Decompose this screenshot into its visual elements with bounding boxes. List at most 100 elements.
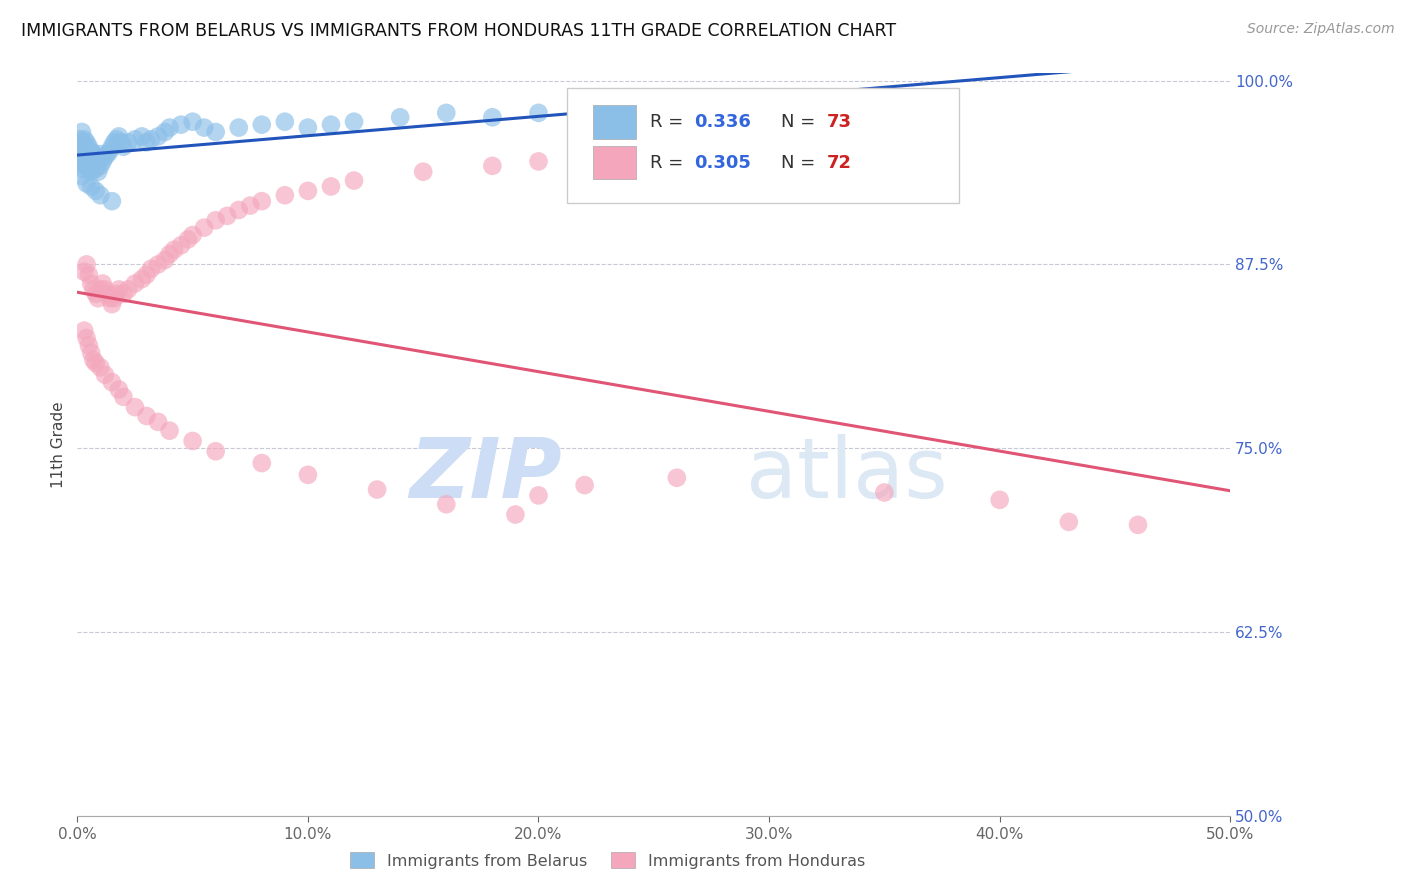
Point <box>163 243 186 257</box>
Text: 0.336: 0.336 <box>695 112 751 131</box>
Text: N =: N = <box>780 112 821 131</box>
Point <box>94 368 117 382</box>
Point <box>80 165 103 179</box>
Point <box>146 129 169 144</box>
Point <box>112 390 135 404</box>
Point <box>146 257 169 271</box>
Point <box>177 232 200 246</box>
Point <box>96 286 118 301</box>
Point <box>91 277 114 291</box>
Point <box>87 165 110 179</box>
Point <box>412 165 434 179</box>
Point <box>124 132 146 146</box>
Y-axis label: 11th Grade: 11th Grade <box>51 401 66 488</box>
Point <box>89 147 111 161</box>
Point <box>112 286 135 301</box>
Point <box>135 136 157 150</box>
Point <box>91 154 114 169</box>
Point <box>665 471 688 485</box>
Point <box>574 478 596 492</box>
Point <box>1057 515 1080 529</box>
Point <box>87 291 110 305</box>
Text: R =: R = <box>651 112 689 131</box>
Point <box>758 103 780 117</box>
Point <box>112 139 135 153</box>
Point <box>82 147 104 161</box>
Point <box>70 161 93 176</box>
Point <box>76 331 98 345</box>
Text: 73: 73 <box>827 112 852 131</box>
Point <box>108 383 131 397</box>
Text: 0.305: 0.305 <box>695 153 751 171</box>
Point <box>131 129 153 144</box>
Point <box>239 198 262 212</box>
Point <box>84 150 107 164</box>
Text: ZIP: ZIP <box>409 434 561 515</box>
Point <box>988 492 1011 507</box>
Point <box>181 434 204 448</box>
Point <box>76 147 98 161</box>
Point <box>135 409 157 423</box>
Point <box>873 485 896 500</box>
Point <box>76 257 98 271</box>
Point <box>96 147 118 161</box>
Point <box>170 118 193 132</box>
Point <box>73 159 96 173</box>
Point <box>181 227 204 242</box>
Point <box>108 129 131 144</box>
Point <box>76 157 98 171</box>
Point <box>159 247 181 261</box>
Point <box>574 103 596 117</box>
Point <box>77 268 100 282</box>
Point <box>228 120 250 135</box>
Point <box>73 324 96 338</box>
Point <box>77 161 100 176</box>
Point <box>70 125 93 139</box>
Point <box>204 213 226 227</box>
Point <box>181 114 204 128</box>
Point <box>153 125 176 139</box>
Point <box>77 150 100 164</box>
Point <box>319 118 342 132</box>
Point <box>124 400 146 414</box>
Point <box>274 188 297 202</box>
Point <box>94 282 117 296</box>
Point <box>82 353 104 368</box>
Point <box>105 132 128 146</box>
Point <box>297 184 319 198</box>
Text: N =: N = <box>780 153 821 171</box>
Point <box>117 136 139 150</box>
Point <box>73 265 96 279</box>
Point <box>117 282 139 296</box>
Point <box>135 268 157 282</box>
Text: IMMIGRANTS FROM BELARUS VS IMMIGRANTS FROM HONDURAS 11TH GRADE CORRELATION CHART: IMMIGRANTS FROM BELARUS VS IMMIGRANTS FR… <box>21 22 896 40</box>
Point <box>297 120 319 135</box>
Point <box>80 144 103 158</box>
Bar <box>593 105 637 138</box>
Point <box>87 154 110 169</box>
Point <box>70 144 93 158</box>
Point <box>69 132 91 146</box>
Point <box>711 100 734 114</box>
Point <box>389 110 412 124</box>
Point <box>250 456 273 470</box>
Point <box>343 173 366 187</box>
Point <box>103 136 125 150</box>
Point <box>124 277 146 291</box>
Point <box>82 282 104 296</box>
Point <box>73 132 96 146</box>
FancyBboxPatch shape <box>568 88 959 203</box>
Point <box>159 424 181 438</box>
Point <box>108 282 131 296</box>
Point <box>103 291 125 305</box>
Point <box>89 282 111 296</box>
Point <box>159 120 181 135</box>
Point <box>204 125 226 139</box>
Point <box>1126 517 1149 532</box>
Point <box>228 202 250 217</box>
Point <box>77 338 100 352</box>
Text: atlas: atlas <box>747 434 948 515</box>
Point <box>139 132 162 146</box>
Point <box>77 139 100 153</box>
Point <box>527 154 550 169</box>
